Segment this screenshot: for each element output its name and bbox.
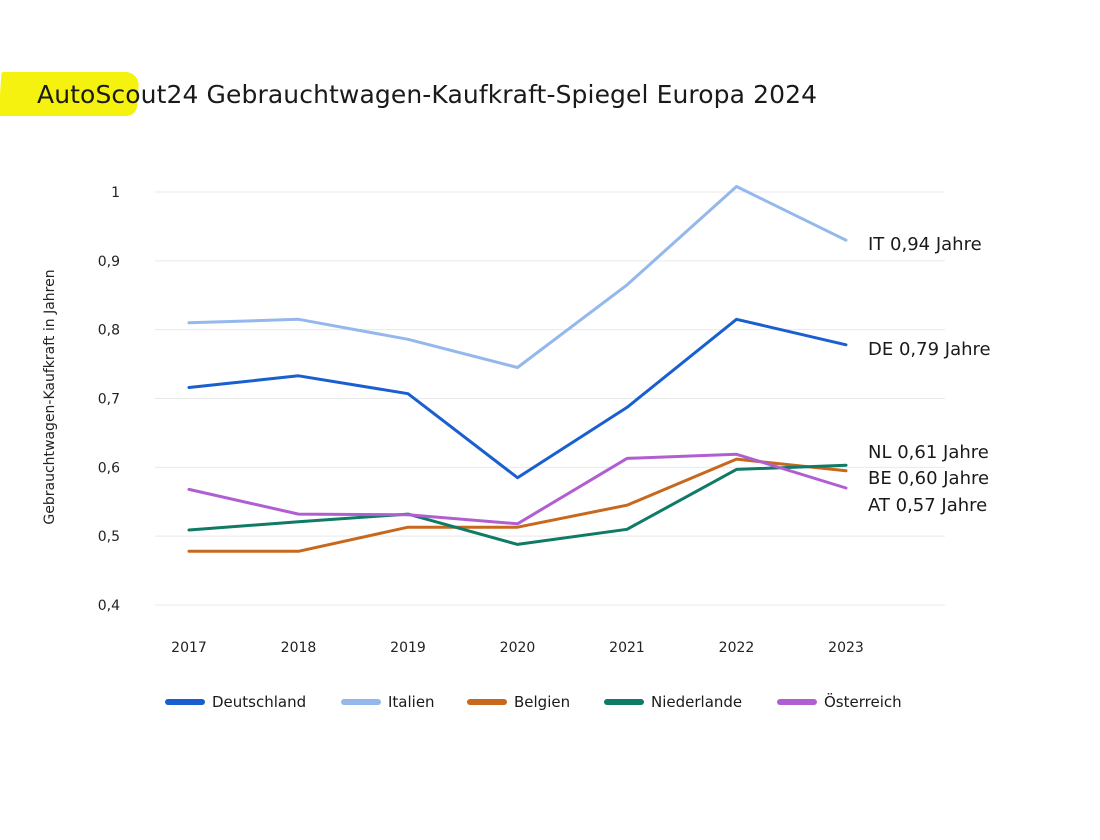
y-tick-label: 0,8 <box>98 323 120 339</box>
end-label: DE 0,79 Jahre <box>868 339 991 360</box>
legend-label: Italien <box>388 693 435 711</box>
end-labels: IT 0,94 Jahre DE 0,79 Jahre NL 0,61 Jahre B… <box>868 234 991 516</box>
legend-label: Österreich <box>824 692 902 711</box>
end-label: IT 0,94 Jahre <box>868 234 982 255</box>
end-label: NL 0,61 Jahre <box>868 442 989 463</box>
legend: Deutschland Italien Belgien Niederlande Öste… <box>165 692 902 711</box>
legend-label: Belgien <box>514 693 570 711</box>
y-tick-label: 0,7 <box>98 392 120 408</box>
x-tick-label: 2018 <box>281 640 317 656</box>
x-axis: 2017 2018 2019 2020 2021 2022 2023 <box>171 640 864 656</box>
series-line-italien <box>187 185 848 369</box>
page-title: AutoScout24 Gebrauchtwagen-Kaufkraft-Spi… <box>37 80 818 109</box>
x-tick-label: 2021 <box>609 640 645 656</box>
y-tick-label: 0,9 <box>98 254 120 270</box>
y-axis-label: Gebrauchtwagen-Kaufkraft in Jahren <box>42 269 58 524</box>
y-axis: 0,4 0,5 0,6 0,7 0,8 0,9 1 <box>98 185 120 614</box>
series-line-niederlande <box>187 463 848 546</box>
y-tick-label: 1 <box>111 185 120 201</box>
x-tick-label: 2020 <box>500 640 536 656</box>
legend-label: Deutschland <box>212 693 306 711</box>
x-tick-label: 2019 <box>390 640 426 656</box>
grid-lines <box>155 191 945 606</box>
x-tick-label: 2023 <box>828 640 864 656</box>
series-line-deutschland <box>187 317 848 480</box>
y-tick-label: 0,6 <box>98 460 120 476</box>
x-tick-label: 2022 <box>719 640 755 656</box>
series-line-belgien <box>187 457 848 553</box>
end-label: AT 0,57 Jahre <box>868 495 987 516</box>
y-tick-label: 0,4 <box>98 598 120 614</box>
x-tick-label: 2017 <box>171 640 207 656</box>
y-tick-label: 0,5 <box>98 529 120 545</box>
series-lines <box>187 185 848 553</box>
series-line--sterreich <box>187 452 848 526</box>
legend-label: Niederlande <box>651 693 742 711</box>
end-label: BE 0,60 Jahre <box>868 468 989 489</box>
